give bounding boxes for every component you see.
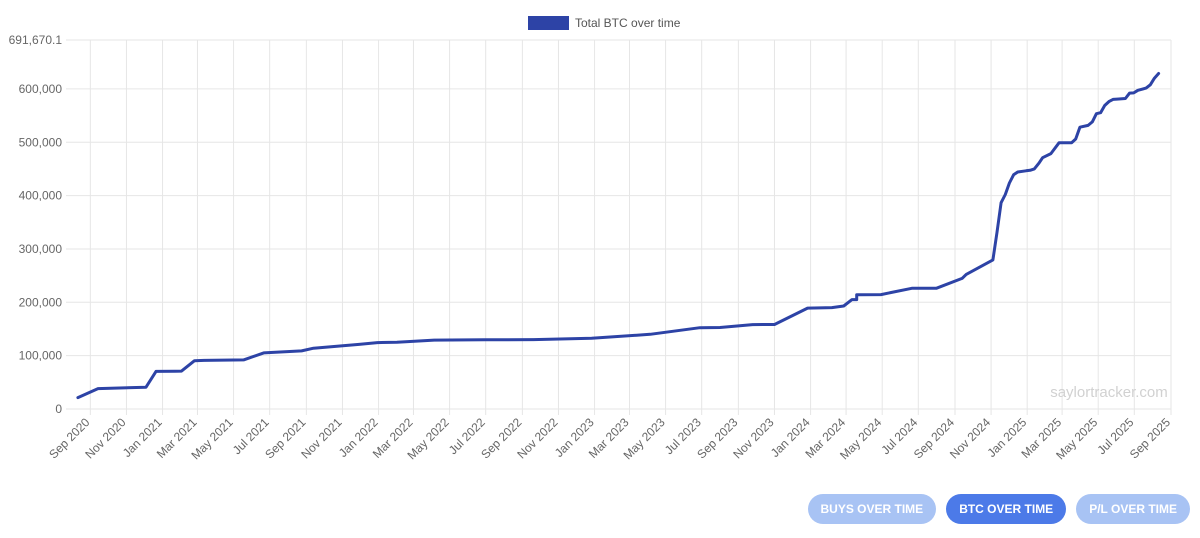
watermark-text: saylortracker.com <box>1050 384 1168 401</box>
chart-mode-buttons: BUYS OVER TIME BTC OVER TIME P/L OVER TI… <box>807 494 1190 524</box>
chart-legend[interactable]: Total BTC over time <box>528 16 681 30</box>
y-tick-label: 500,000 <box>19 135 63 149</box>
series-group <box>76 72 1161 400</box>
y-tick-label: 0 <box>55 402 62 416</box>
y-tick-label: 600,000 <box>19 82 63 96</box>
pl-over-time-button[interactable]: P/L OVER TIME <box>1076 494 1190 524</box>
y-tick-label: 400,000 <box>19 189 63 203</box>
buys-over-time-button[interactable]: BUYS OVER TIME <box>807 494 937 524</box>
y-tick-label: 200,000 <box>19 295 63 309</box>
btc-over-time-button[interactable]: BTC OVER TIME <box>946 494 1067 524</box>
legend-swatch <box>528 16 569 30</box>
legend-label: Total BTC over time <box>575 16 681 30</box>
x-tick-label: Sep 2025 <box>1127 415 1173 461</box>
y-axis: 0 100,000 200,000 300,000 400,000 500,000 600,… <box>9 33 63 416</box>
series-line-total-btc <box>76 72 1161 400</box>
y-tick-label: 300,000 <box>19 242 63 256</box>
y-tick-label: 691,670.1 <box>9 33 63 47</box>
y-tick-label: 100,000 <box>19 349 63 363</box>
